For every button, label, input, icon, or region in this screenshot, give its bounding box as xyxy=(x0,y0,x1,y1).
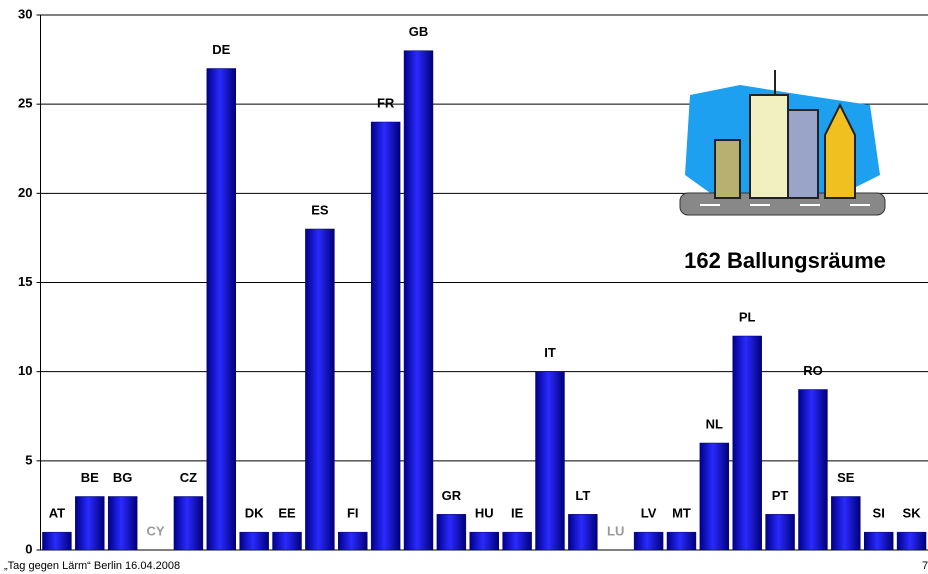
bar-label: IT xyxy=(544,345,556,360)
bar-label: SK xyxy=(903,506,922,521)
bar-label: HU xyxy=(475,506,494,521)
bar xyxy=(403,50,434,551)
bar-label: DK xyxy=(245,506,264,521)
bar xyxy=(107,496,138,551)
y-tick-label: 25 xyxy=(18,96,32,111)
bar-label: MT xyxy=(672,506,691,521)
bar xyxy=(831,496,861,551)
bar-label: LT xyxy=(575,488,590,503)
bar-label: LU xyxy=(607,523,624,538)
bar xyxy=(370,121,401,551)
bar-label: LV xyxy=(641,506,657,521)
bar-label: RO xyxy=(803,363,823,378)
bar-label: IE xyxy=(511,506,524,521)
bar xyxy=(863,531,894,551)
bar-label: PL xyxy=(739,309,756,324)
bar xyxy=(896,531,927,551)
bar xyxy=(568,514,598,551)
bar xyxy=(206,68,237,551)
bar xyxy=(699,442,730,551)
y-tick-label: 5 xyxy=(25,452,32,467)
y-tick-label: 0 xyxy=(25,541,32,556)
bar-label: SE xyxy=(837,470,855,485)
bar-label: CZ xyxy=(180,470,197,485)
bar xyxy=(666,531,697,551)
bar-label: SI xyxy=(873,506,885,521)
y-tick-label: 20 xyxy=(18,185,32,200)
bar xyxy=(436,514,467,551)
bar xyxy=(272,531,302,551)
bar xyxy=(338,531,368,551)
bar-label: DE xyxy=(212,42,230,57)
bar xyxy=(502,531,532,551)
y-tick-label: 30 xyxy=(18,6,32,21)
bar xyxy=(469,531,499,551)
bar-label: EE xyxy=(278,506,296,521)
bar-label: FI xyxy=(347,506,359,521)
bar xyxy=(535,371,565,551)
bar xyxy=(765,514,795,551)
bar xyxy=(42,531,72,551)
bar-label: BG xyxy=(113,470,133,485)
bar-label: ES xyxy=(311,202,329,217)
bar-label: GB xyxy=(409,24,429,39)
bar xyxy=(239,531,269,551)
bar-label: BE xyxy=(81,470,99,485)
footer: „Tag gegen Lärm“ Berlin 16.04.2008 xyxy=(4,560,180,572)
bar xyxy=(798,389,828,551)
bar-label: PT xyxy=(772,488,789,503)
bar xyxy=(633,531,664,551)
bar-label: CY xyxy=(147,523,165,538)
bar xyxy=(173,496,204,551)
bar xyxy=(732,335,762,551)
y-tick-label: 15 xyxy=(18,274,32,289)
bar-label: AT xyxy=(49,506,65,521)
bar xyxy=(75,496,105,551)
bar-label: GR xyxy=(442,488,462,503)
annotation: 162 Ballungsräume xyxy=(684,248,886,273)
y-tick-label: 10 xyxy=(18,363,32,378)
bar-label: NL xyxy=(706,416,723,431)
page-number: 7 xyxy=(922,560,928,572)
bar-label: FR xyxy=(377,95,395,110)
bar xyxy=(305,228,335,551)
city-clipart xyxy=(679,70,886,216)
